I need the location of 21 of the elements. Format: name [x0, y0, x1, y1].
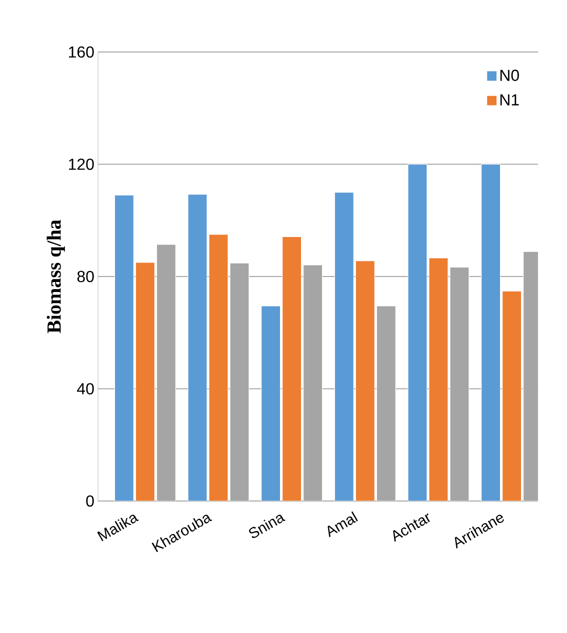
bar	[188, 194, 207, 501]
bar	[502, 290, 522, 501]
x-tick-label: Snina	[249, 514, 286, 538]
y-tick-label: 80	[77, 270, 94, 282]
bar	[282, 236, 302, 501]
bar	[261, 306, 280, 501]
bar	[428, 258, 448, 501]
y-tick-label: 40	[77, 383, 94, 394]
bar	[356, 260, 375, 501]
bar	[114, 195, 134, 501]
bar	[136, 262, 155, 501]
y-tick-label: 0	[86, 495, 94, 507]
bar	[481, 164, 501, 501]
y-tick-label: 120	[68, 158, 94, 170]
bar	[334, 192, 354, 501]
legend-label: N0	[500, 70, 519, 82]
legend-label: N1	[500, 94, 519, 106]
bar	[408, 164, 427, 501]
y-tick-label: 160	[68, 46, 94, 58]
y-axis-title: Biomass q/ha	[46, 220, 65, 334]
bar	[208, 234, 228, 501]
